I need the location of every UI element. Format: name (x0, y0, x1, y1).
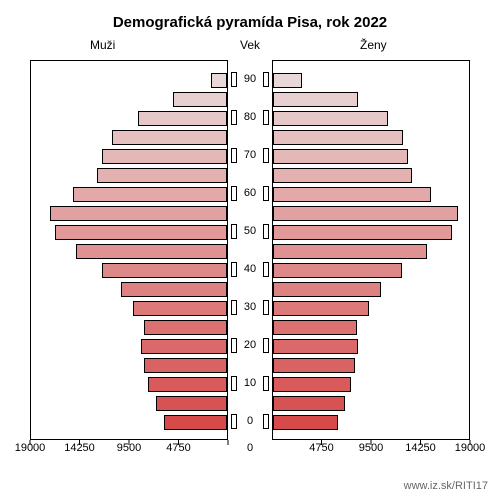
women-bar (273, 149, 408, 164)
men-bar (55, 225, 227, 240)
men-bar (102, 263, 227, 278)
chart-title: Demografická pyramída Pisa, rok 2022 (0, 14, 500, 31)
men-bar (97, 168, 227, 183)
men-bar (211, 73, 227, 88)
age-tick-box (231, 414, 237, 429)
women-bar (273, 187, 431, 202)
women-bar (273, 244, 427, 259)
men-bar (50, 206, 227, 221)
women-bar (273, 73, 302, 88)
women-bar (273, 282, 381, 297)
women-bar (273, 168, 412, 183)
age-tick-box (263, 338, 269, 353)
age-tick-box (263, 224, 269, 239)
age-tick-box (263, 414, 269, 429)
women-bar (273, 263, 402, 278)
men-bar (164, 415, 227, 430)
age-tick-box (231, 148, 237, 163)
age-tick-box (231, 376, 237, 391)
age-tick-box (263, 376, 269, 391)
age-tick-box (231, 262, 237, 277)
center-column: 0102030405060708090 (228, 60, 272, 440)
age-tick-box (231, 72, 237, 87)
men-bar (133, 301, 227, 316)
men-bar (121, 282, 227, 297)
women-bar (273, 111, 388, 126)
age-tick-box (231, 338, 237, 353)
right-panel (272, 60, 470, 440)
footer-link: www.iz.sk/RITI17 (404, 480, 488, 492)
women-bar (273, 92, 358, 107)
age-tick-box (231, 300, 237, 315)
women-bar (273, 339, 358, 354)
men-bar (148, 377, 227, 392)
age-tick-box (231, 224, 237, 239)
men-bar (76, 244, 227, 259)
women-label: Ženy (360, 38, 387, 52)
men-bar (156, 396, 227, 411)
age-tick-box (263, 300, 269, 315)
women-bar (273, 320, 357, 335)
age-tick-box (263, 72, 269, 87)
men-bar (141, 339, 227, 354)
pyramid-chart: Demografická pyramída Pisa, rok 2022 Muž… (0, 0, 500, 500)
plot-area: 0102030405060708090 (30, 60, 470, 440)
women-bar (273, 301, 369, 316)
women-bar (273, 225, 452, 240)
men-bar (173, 92, 227, 107)
age-tick-box (263, 186, 269, 201)
age-tick-box (263, 110, 269, 125)
women-bar (273, 206, 458, 221)
women-bar (273, 377, 351, 392)
men-bar (144, 358, 227, 373)
age-tick-box (263, 148, 269, 163)
men-bar (102, 149, 227, 164)
left-panel (30, 60, 228, 440)
women-bar (273, 415, 338, 430)
men-bar (73, 187, 227, 202)
women-bar (273, 130, 403, 145)
men-bar (138, 111, 227, 126)
women-bar (273, 358, 355, 373)
men-bar (144, 320, 227, 335)
age-tick-box (231, 110, 237, 125)
men-bar (112, 130, 227, 145)
women-bar (273, 396, 345, 411)
age-tick-box (231, 186, 237, 201)
age-label: Vek (0, 38, 500, 52)
age-tick-box (263, 262, 269, 277)
